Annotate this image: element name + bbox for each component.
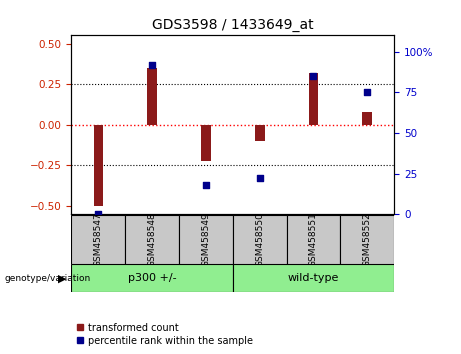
Bar bbox=[201, 125, 211, 161]
Text: GSM458551: GSM458551 bbox=[309, 212, 318, 267]
FancyBboxPatch shape bbox=[287, 215, 340, 264]
Text: p300 +/-: p300 +/- bbox=[128, 273, 177, 283]
FancyBboxPatch shape bbox=[125, 215, 179, 264]
Text: GSM458548: GSM458548 bbox=[148, 212, 157, 267]
Bar bbox=[148, 68, 157, 125]
Text: ▶: ▶ bbox=[59, 273, 67, 283]
Text: GSM458547: GSM458547 bbox=[94, 212, 103, 267]
FancyBboxPatch shape bbox=[233, 264, 394, 292]
FancyBboxPatch shape bbox=[71, 215, 125, 264]
Point bbox=[95, 211, 102, 217]
Text: genotype/variation: genotype/variation bbox=[5, 274, 91, 283]
Point bbox=[202, 182, 210, 188]
FancyBboxPatch shape bbox=[179, 215, 233, 264]
FancyBboxPatch shape bbox=[71, 264, 233, 292]
Bar bbox=[94, 125, 103, 206]
Bar bbox=[255, 125, 265, 141]
Point bbox=[310, 73, 317, 79]
Point bbox=[256, 176, 263, 181]
Text: GSM458549: GSM458549 bbox=[201, 212, 210, 267]
Point bbox=[148, 62, 156, 68]
Point bbox=[364, 90, 371, 95]
Bar bbox=[309, 73, 318, 125]
Text: wild-type: wild-type bbox=[288, 273, 339, 283]
Legend: transformed count, percentile rank within the sample: transformed count, percentile rank withi… bbox=[77, 323, 253, 346]
FancyBboxPatch shape bbox=[340, 215, 394, 264]
Bar bbox=[362, 112, 372, 125]
Title: GDS3598 / 1433649_at: GDS3598 / 1433649_at bbox=[152, 18, 313, 32]
Text: GSM458550: GSM458550 bbox=[255, 212, 264, 267]
FancyBboxPatch shape bbox=[233, 215, 287, 264]
Text: GSM458552: GSM458552 bbox=[363, 212, 372, 267]
